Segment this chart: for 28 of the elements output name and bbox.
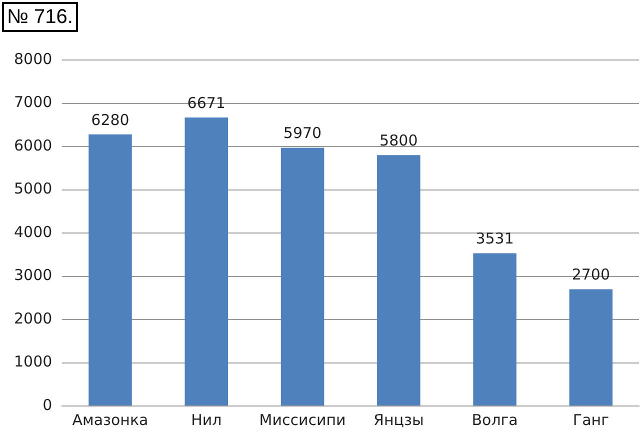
x-tick-label: Амазонка bbox=[72, 410, 148, 429]
bar bbox=[569, 289, 613, 406]
y-tick-label: 6000 bbox=[14, 136, 52, 154]
bar bbox=[473, 253, 516, 406]
y-tick-label: 5000 bbox=[14, 180, 52, 198]
y-tick-label: 4000 bbox=[14, 222, 52, 241]
x-tick-label: Нил bbox=[191, 410, 222, 429]
data-label: 6280 bbox=[91, 110, 130, 129]
x-tick-label: Ганг bbox=[572, 410, 610, 429]
data-label: 5800 bbox=[380, 132, 418, 150]
x-tick-label: Миссисипи bbox=[259, 410, 346, 429]
y-tick-label: 2000 bbox=[14, 309, 52, 328]
bar bbox=[184, 117, 228, 406]
y-tick-label: 1000 bbox=[14, 352, 52, 371]
y-tick-label: 3000 bbox=[14, 266, 52, 284]
data-label: 5970 bbox=[283, 124, 322, 142]
chart-title: № 716. bbox=[2, 2, 78, 32]
data-label: 6671 bbox=[187, 94, 226, 112]
data-label: 2700 bbox=[572, 266, 610, 284]
bar bbox=[280, 148, 324, 406]
bar bbox=[88, 134, 132, 406]
bar bbox=[377, 155, 420, 406]
x-tick-label: Янцзы bbox=[374, 410, 424, 429]
x-tick-label: Волга bbox=[472, 410, 518, 429]
data-label: 3531 bbox=[476, 230, 514, 248]
y-tick-label: 8000 bbox=[14, 50, 52, 68]
y-tick-label: 7000 bbox=[14, 93, 52, 112]
y-tick-label: 0 bbox=[42, 396, 52, 414]
